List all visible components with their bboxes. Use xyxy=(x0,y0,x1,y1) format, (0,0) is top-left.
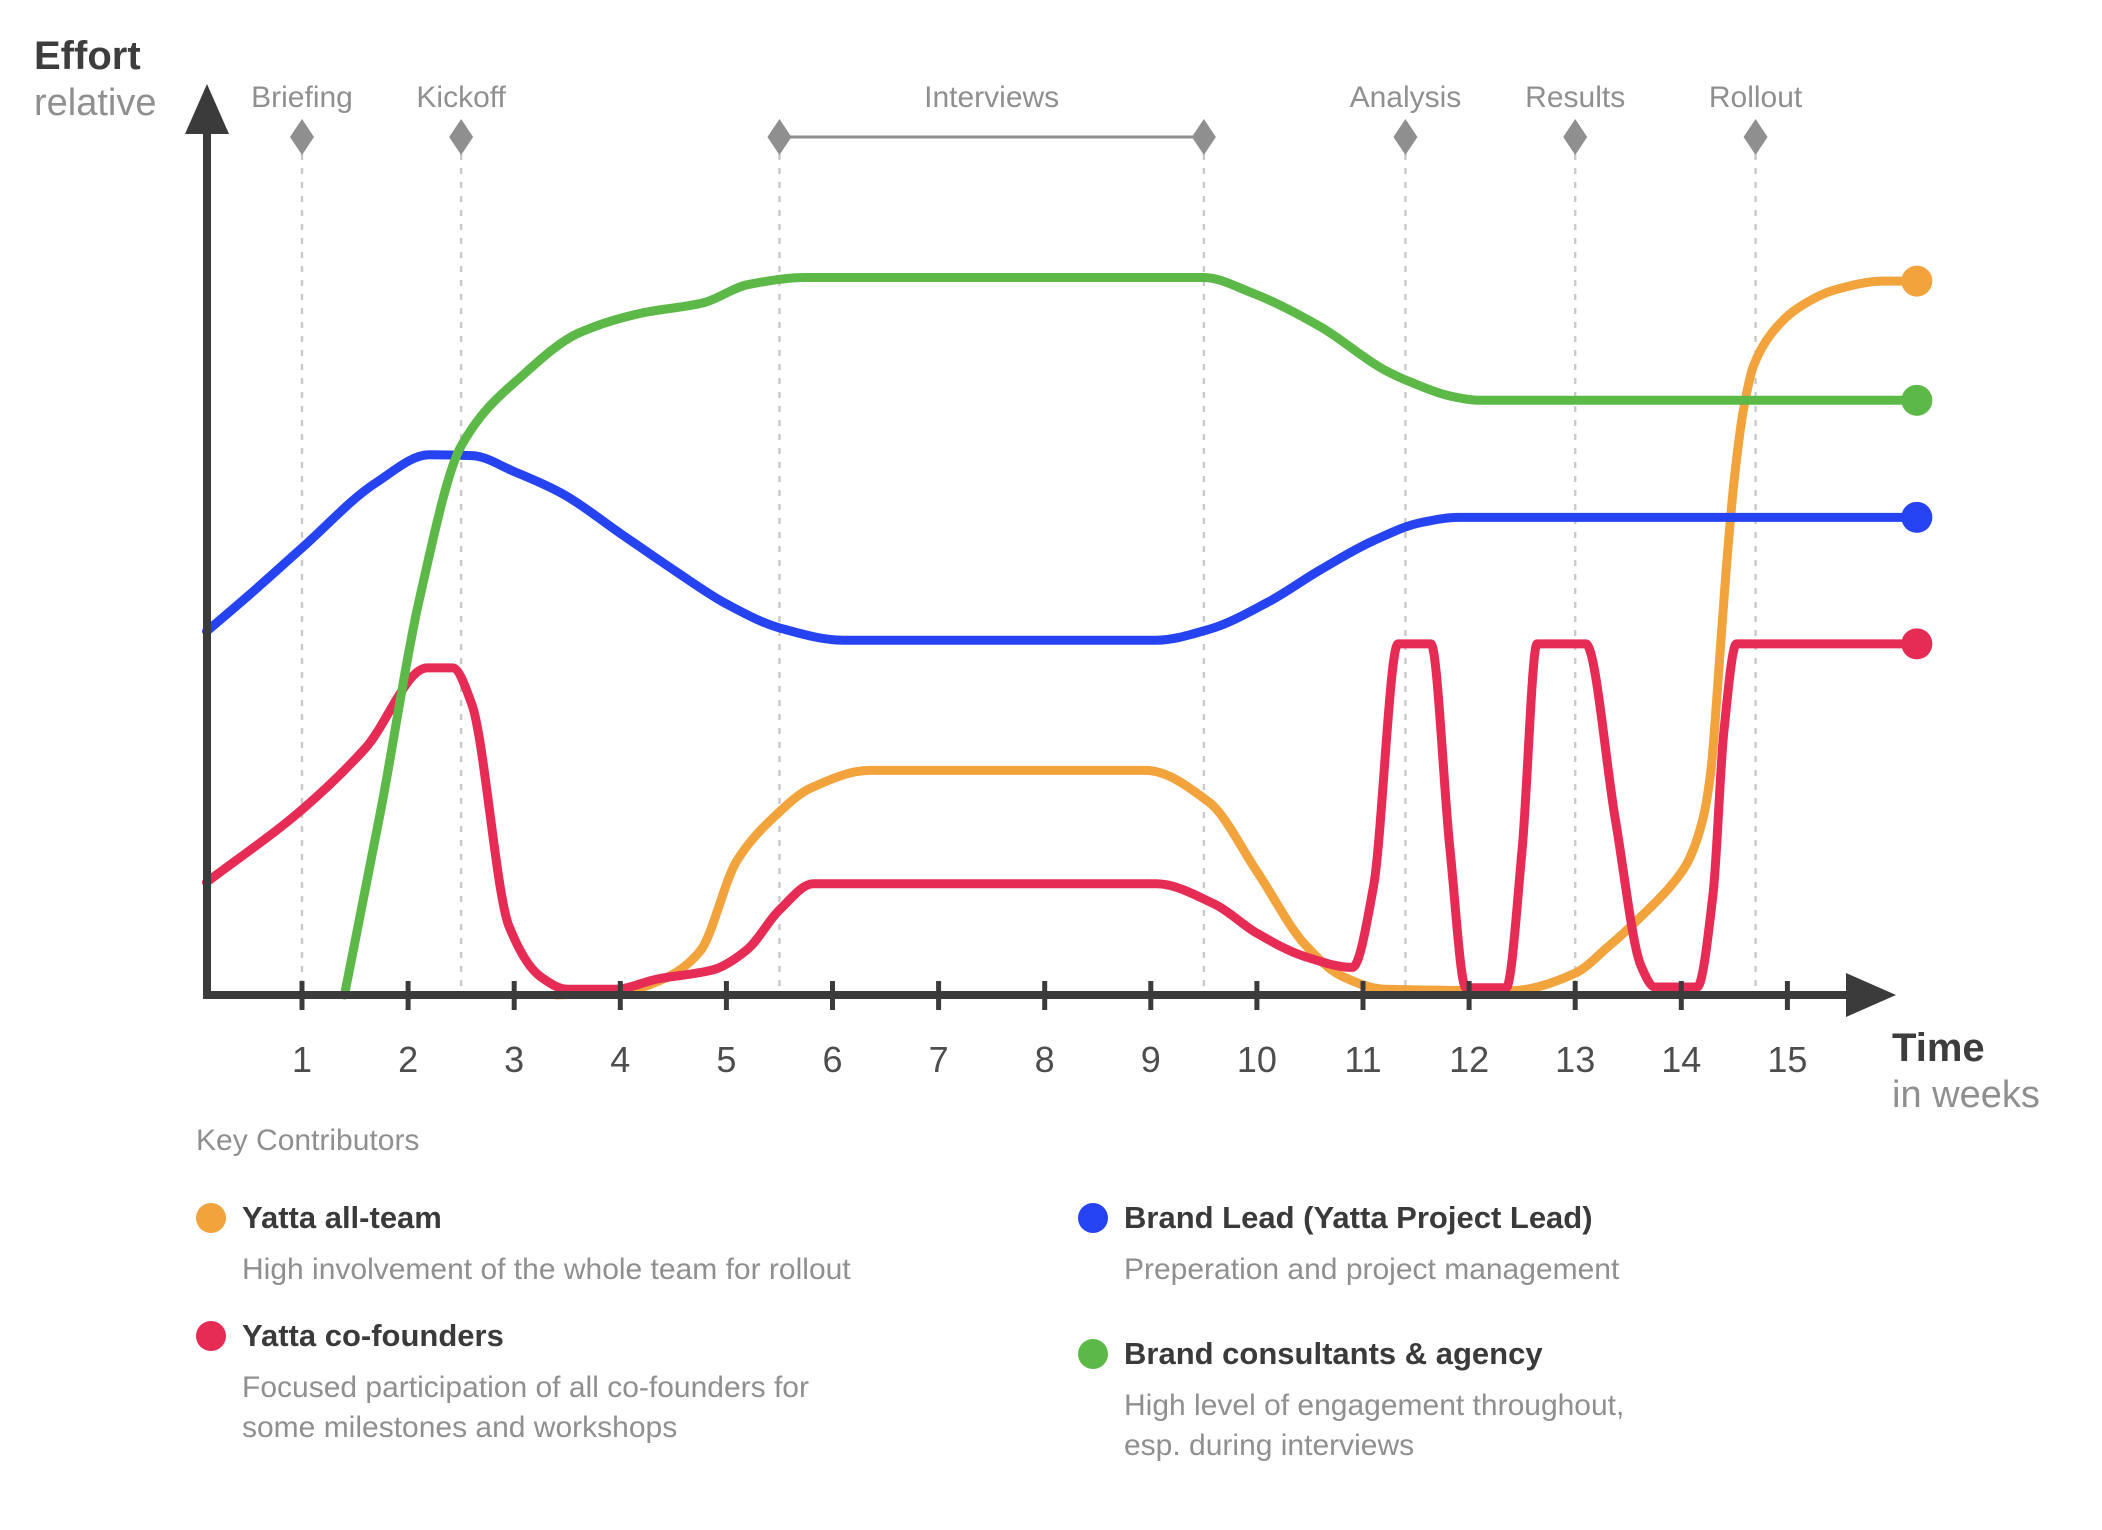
legend-item-yatta-co-founders: Yatta co-founders Focused participation … xyxy=(196,1318,836,1448)
milestones-layer: Briefing Kickoff Interviews Analysis Results… xyxy=(251,81,1803,992)
x-axis-tick-label: 4 xyxy=(610,1039,630,1080)
x-axis-tick-label: 13 xyxy=(1555,1039,1595,1080)
x-axis-title: Time in weeks xyxy=(1892,1024,2040,1118)
milestone-label: Results xyxy=(1525,81,1625,114)
y-axis-title-main: Effort xyxy=(34,34,141,78)
y-axis-arrow-icon xyxy=(185,84,229,134)
series-curve-yatta-co-founders xyxy=(202,639,1922,994)
milestone-label: Analysis xyxy=(1350,81,1462,114)
legend-item-description: High involvement of the whole team for r… xyxy=(242,1253,851,1286)
x-axis-tick-label: 1 xyxy=(292,1039,312,1080)
series-endpoint-dot xyxy=(1901,265,1933,297)
series-curve-brand-lead-yatta-project-lead- xyxy=(202,450,1922,645)
legend-item-description: Preperation and project management xyxy=(1124,1253,1620,1286)
x-axis-tick-label: 7 xyxy=(929,1039,949,1080)
legend-item-title: Yatta all-team xyxy=(242,1200,442,1235)
milestone-diamond-icon xyxy=(1743,119,1768,155)
milestone-label: Rollout xyxy=(1709,81,1803,114)
x-axis-tick-label: 9 xyxy=(1141,1039,1161,1080)
legend-dot-yatta-all-team xyxy=(196,1203,226,1233)
x-axis-tick-label: 12 xyxy=(1449,1039,1489,1080)
legend-item-brand-consultants: Brand consultants & agency High level of… xyxy=(1078,1336,1678,1466)
legend-item-yatta-all-team: Yatta all-team High involvement of the w… xyxy=(196,1200,976,1290)
x-axis-tick-label: 11 xyxy=(1344,1039,1381,1080)
series-endpoints-layer xyxy=(1901,265,1933,660)
series-endpoint-dot xyxy=(1901,628,1933,660)
legend-item-title: Brand consultants & agency xyxy=(1124,1336,1543,1371)
x-axis-title-sub: in weeks xyxy=(1892,1074,2040,1116)
series-endpoint-dot xyxy=(1901,384,1933,416)
legend-item-title: Yatta co-founders xyxy=(242,1318,504,1353)
milestone-label: Briefing xyxy=(251,81,353,114)
legend-title: Key Contributors xyxy=(196,1124,420,1157)
x-axis-tick-label: 5 xyxy=(716,1039,736,1080)
x-axis-tick-label: 3 xyxy=(504,1039,524,1080)
x-axis-tick-label: 6 xyxy=(822,1039,842,1080)
legend-dot-brand-consultants xyxy=(1078,1339,1108,1369)
series-layer xyxy=(202,272,1922,1000)
legend-dot-brand-lead xyxy=(1078,1203,1108,1233)
milestone-diamond-icon xyxy=(290,119,314,155)
x-axis-tick-label: 15 xyxy=(1767,1039,1807,1080)
series-endpoint-dot xyxy=(1901,501,1933,533)
legend-item-brand-lead: Brand Lead (Yatta Project Lead) Preperat… xyxy=(1078,1200,1798,1290)
legend-item-description: Focused participation of all co-founders… xyxy=(242,1371,809,1444)
y-axis-title: Effort relative xyxy=(34,32,157,126)
legend-dot-yatta-co-founders xyxy=(196,1321,226,1351)
x-axis-tick-label: 8 xyxy=(1035,1039,1055,1080)
x-axis-tick-label: 10 xyxy=(1237,1039,1277,1080)
milestone-label: Interviews xyxy=(924,81,1059,114)
x-axis-arrow-icon xyxy=(1846,973,1896,1017)
y-axis-title-sub: relative xyxy=(34,82,157,124)
legend-item-description: High level of engagement throughout, esp… xyxy=(1124,1389,1625,1462)
milestone-diamond-icon xyxy=(767,119,792,155)
milestone-diamond-icon xyxy=(1191,119,1216,155)
series-curve-yatta-all-team xyxy=(552,276,1922,1000)
x-axis-tick-label: 2 xyxy=(398,1039,418,1080)
x-axis-title-main: Time xyxy=(1892,1026,1985,1070)
series-curve-brand-consultants-agency xyxy=(339,272,1922,1000)
milestone-diamond-icon xyxy=(1563,119,1588,155)
milestone-diamond-icon xyxy=(449,119,474,155)
axes-layer: 1 2 3 4 5 6 7 8 9 10 11 12 13 14 15 xyxy=(185,84,1896,1080)
milestone-label: Kickoff xyxy=(416,81,506,114)
x-axis-tick-label: 14 xyxy=(1661,1039,1701,1080)
legend-item-title: Brand Lead (Yatta Project Lead) xyxy=(1124,1200,1593,1235)
milestone-diamond-icon xyxy=(1393,119,1418,155)
